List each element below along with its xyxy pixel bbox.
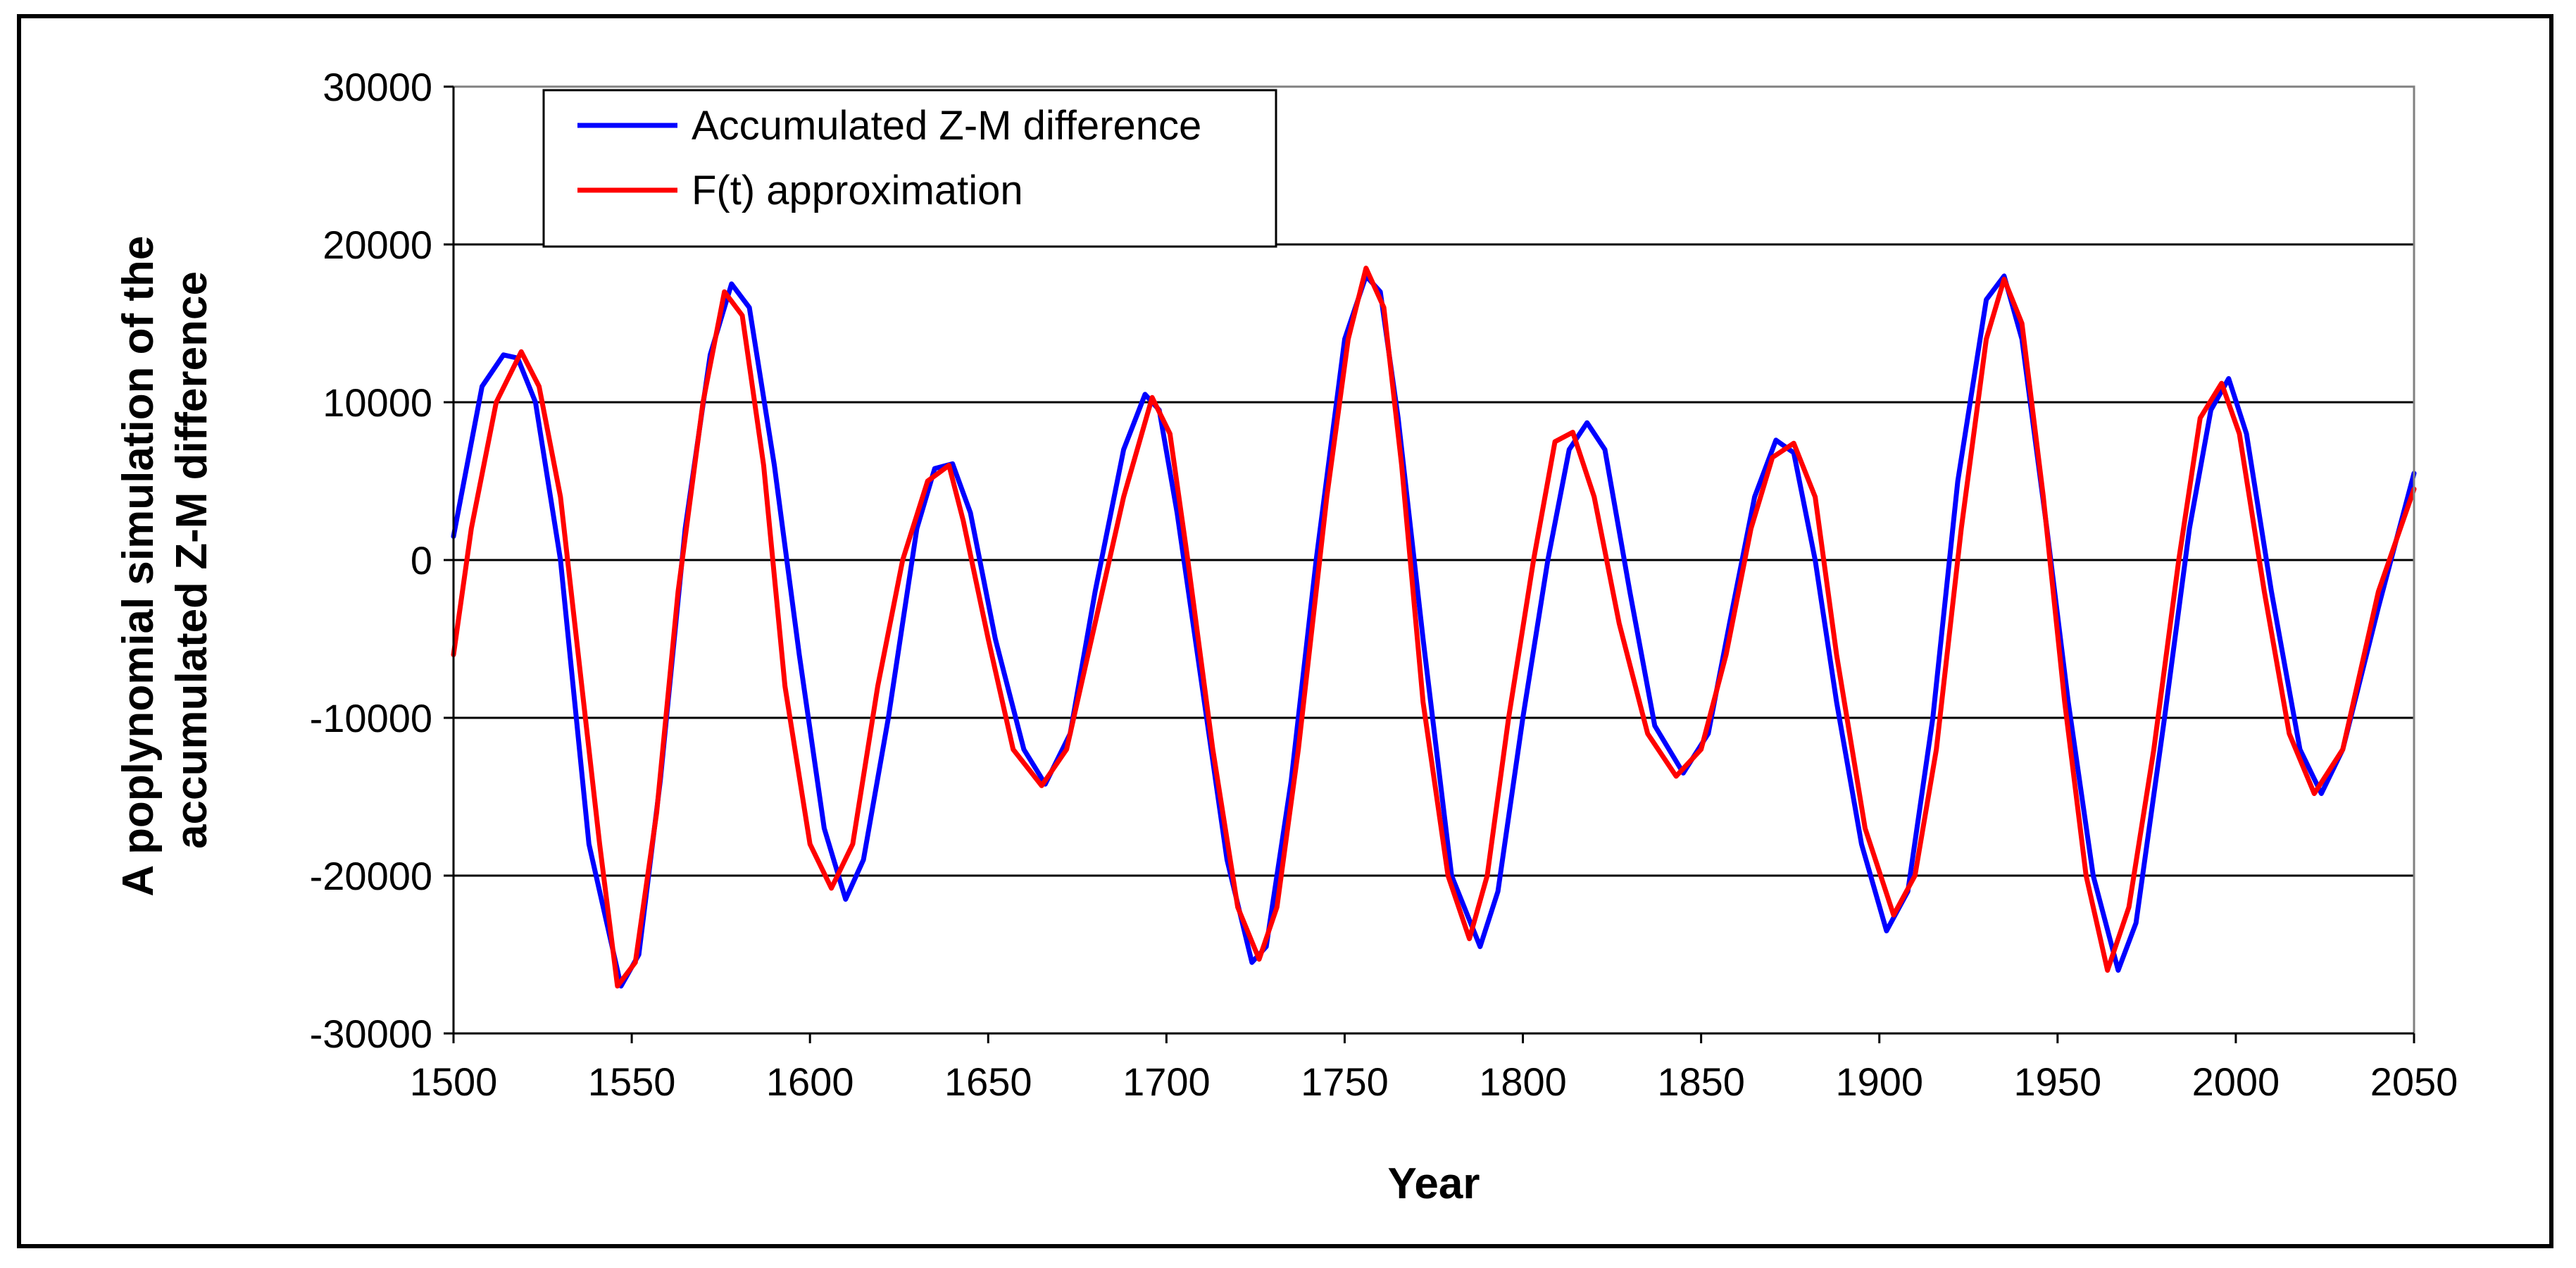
y-tick-label: 0 [411,538,432,583]
x-tick-label: 1750 [1301,1059,1389,1104]
x-tick-label: 1500 [410,1059,498,1104]
x-axis-title: Year [1387,1160,1480,1208]
y-tick-label: 10000 [323,380,432,425]
x-tick-label: 1550 [588,1059,676,1104]
y-tick-label: 20000 [323,223,432,267]
y-axis-ticks: -30000 -20000 -10000 0 10000 20000 30000 [310,65,454,1056]
legend-label-approximation: F(t) approximation [692,168,1023,213]
y-tick-label: -10000 [310,696,432,740]
series-line-f-t-approximation [451,266,2417,989]
y-tick-label: 30000 [323,65,432,109]
x-tick-label: 1900 [1835,1059,1923,1104]
x-axis-ticks: 1500 1550 1600 1650 1700 1750 1800 1850 1900 1950… [410,1033,2458,1104]
x-tick-label: 1850 [1657,1059,1745,1104]
y-tick-label: -30000 [310,1012,432,1056]
y-tick-label: -20000 [310,854,432,898]
x-tick-label: 1800 [1479,1059,1567,1104]
legend-box [542,89,1277,248]
x-tick-label: 1600 [766,1059,854,1104]
legend-label-accumulated: Accumulated Z-M difference [692,103,1201,149]
y-axis-title-line-2: accumulated Z-M difference [168,271,216,849]
series-line-accumulated-z-m-difference [451,273,2417,989]
x-tick-label: 1700 [1123,1059,1211,1104]
series-lines [451,266,2417,989]
legend: Accumulated Z-M difference F(t) approxim… [542,89,1277,248]
x-tick-label: 1650 [944,1059,1032,1104]
chart-frame: -30000 -20000 -10000 0 10000 20000 30000 1500 1… [17,14,2553,1248]
x-tick-label: 2050 [2370,1059,2458,1104]
x-tick-label: 1950 [2014,1059,2102,1104]
x-tick-label: 2000 [2192,1059,2280,1104]
y-axis-title: A poplynomial simulation of the accumula… [114,223,216,896]
y-axis-title-line-1: A poplynomial simulation of the [114,236,163,897]
